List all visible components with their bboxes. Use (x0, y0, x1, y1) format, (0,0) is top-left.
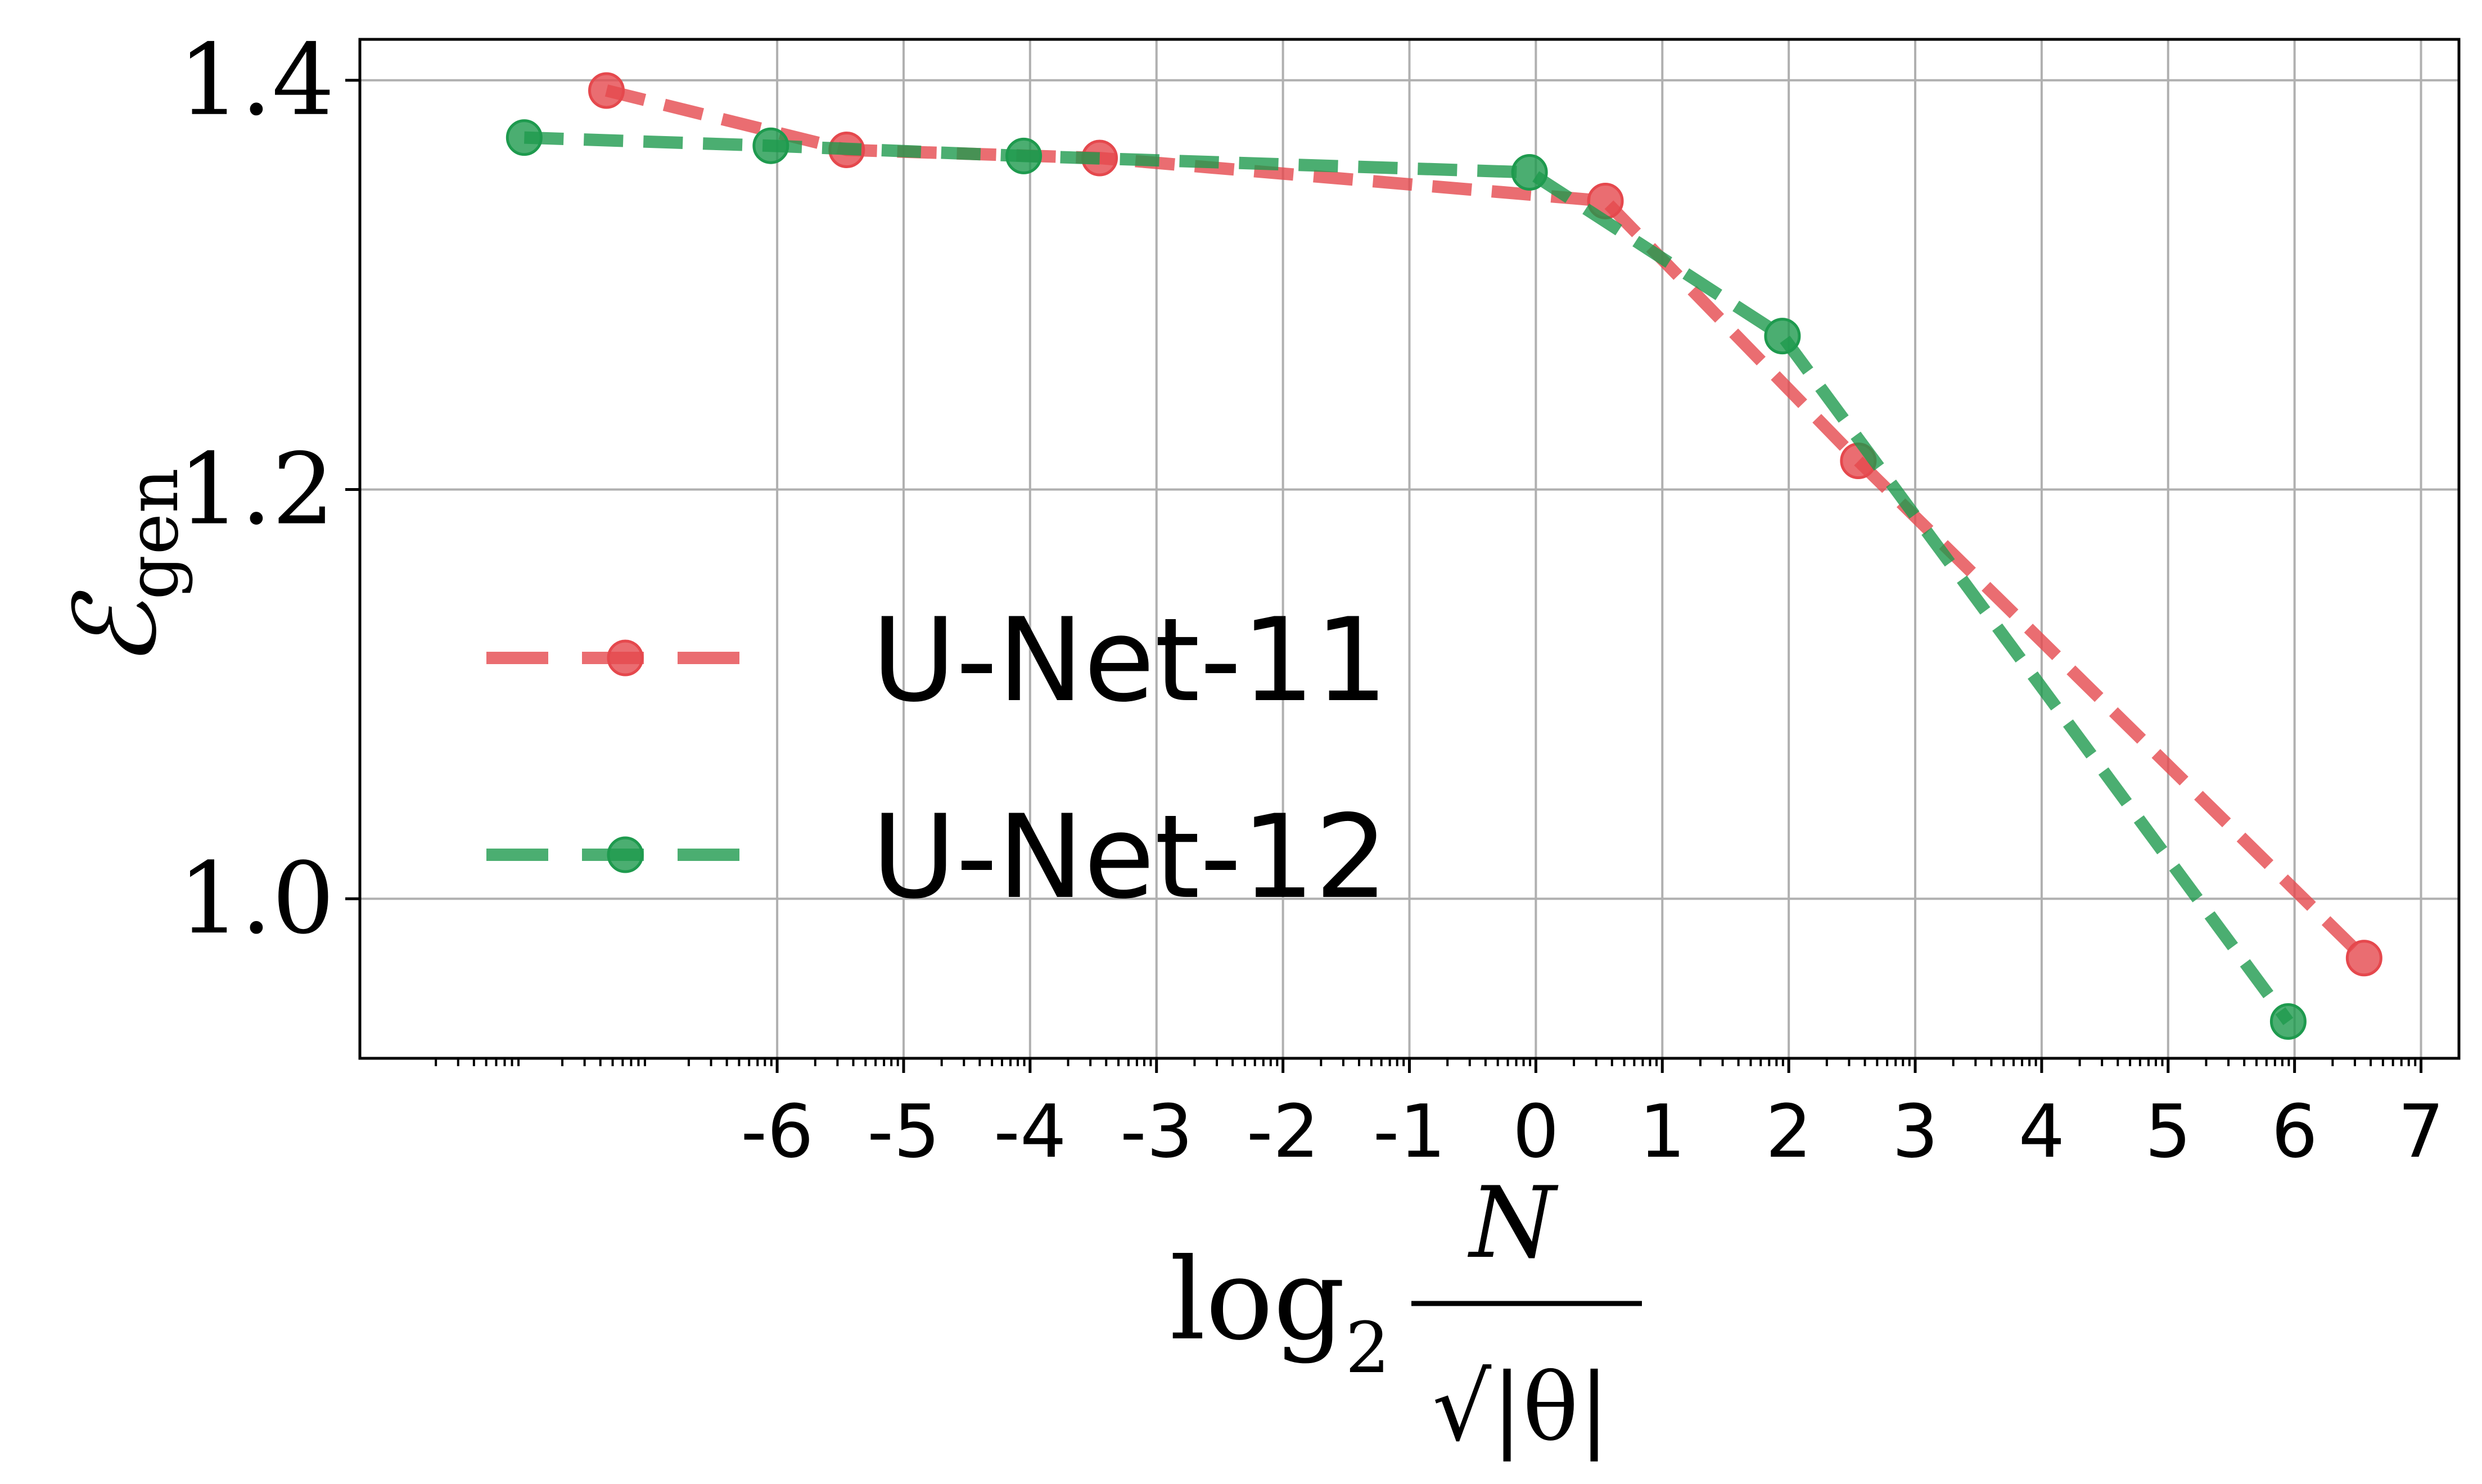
x-tick-label: -1 (1373, 1089, 1446, 1174)
x-tick-label: 4 (2019, 1089, 2065, 1174)
y-tick-label: 1.4 (178, 24, 335, 138)
data-point (2269, 1003, 2307, 1040)
grid-lines (360, 39, 2459, 1058)
x-tick-label: 6 (2271, 1089, 2318, 1174)
legend-marker (607, 639, 644, 676)
x-axis-ticks: -6 -5 -4 -3 -2 -1 0 1 2 3 4 5 6 7 (435, 1058, 2444, 1174)
legend: U-Net-11 U-Net-12 (486, 594, 1388, 924)
series-2 (506, 119, 2307, 1040)
x-tick-label: -4 (994, 1089, 1067, 1174)
data-point (1005, 137, 1043, 174)
y-axis-label: ℰgen (51, 468, 194, 668)
series-layer (506, 72, 2382, 1040)
x-axis-label-numerator: N (1467, 1166, 1559, 1280)
data-point (2345, 940, 2382, 977)
data-point (1511, 154, 1548, 191)
x-tick-label: 2 (1766, 1089, 1812, 1174)
x-tick-label: 1 (1639, 1089, 1686, 1174)
legend-label: U-Net-12 (872, 791, 1388, 924)
x-tick-label: 3 (1892, 1089, 1939, 1174)
x-axis-label-base: 2 (1345, 1307, 1390, 1389)
svg-text:ℰgen: ℰgen (51, 468, 194, 668)
data-point (1764, 318, 1801, 355)
series-line (604, 84, 2369, 963)
x-tick-label: 5 (2145, 1089, 2191, 1174)
x-axis-label-denominator: √|θ| (1432, 1354, 1610, 1462)
y-tick-label: 1.0 (178, 842, 335, 956)
x-tick-label: 0 (1513, 1089, 1559, 1174)
x-tick-label: 7 (2398, 1089, 2444, 1174)
y-axis-label-subscript: gen (112, 468, 194, 600)
series-line (524, 131, 2294, 1026)
y-tick-label: 1.2 (178, 432, 335, 547)
legend-marker (607, 836, 644, 873)
svg-text:log2: log2 (1170, 1234, 1390, 1389)
x-tick-label: -5 (867, 1089, 940, 1174)
x-tick-label: -2 (1247, 1089, 1320, 1174)
x-axis-label-log: log (1170, 1234, 1345, 1365)
x-tick-label: -3 (1120, 1089, 1193, 1174)
data-point (588, 72, 625, 109)
y-axis-ticks: 1.0 1.2 1.4 (178, 24, 360, 956)
x-tick-label: -6 (741, 1089, 814, 1174)
legend-label: U-Net-11 (872, 594, 1388, 728)
data-point (506, 119, 543, 156)
y-axis-label-symbol: ℰ (51, 590, 182, 668)
x-axis-label: log2 N √|θ| (1170, 1166, 1642, 1462)
data-point (752, 127, 789, 164)
